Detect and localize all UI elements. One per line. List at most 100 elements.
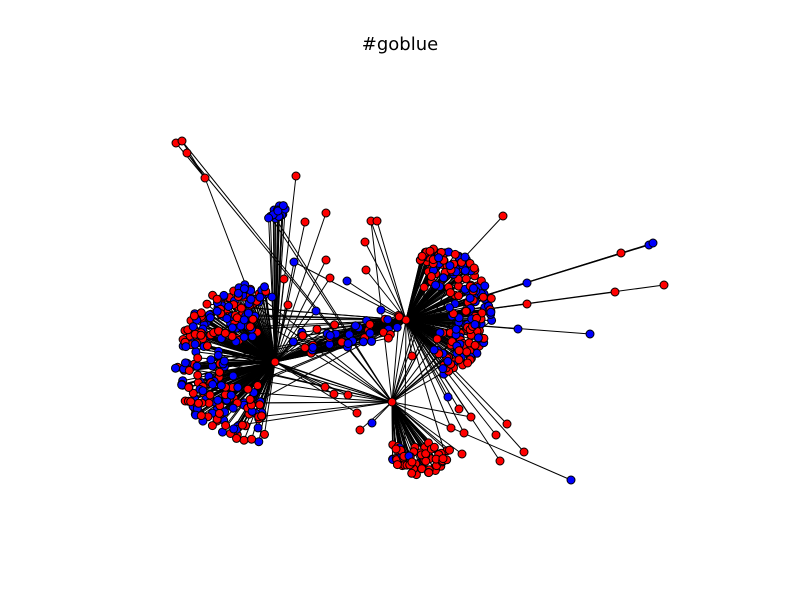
graph-edge [272, 214, 276, 363]
graph-node-red [360, 237, 370, 247]
graph-edge [405, 317, 477, 321]
graph-node-red [253, 381, 263, 390]
graph-node-blue [208, 380, 218, 389]
graph-node-red [196, 411, 206, 421]
graph-node-red [221, 421, 231, 430]
graph-edge [274, 316, 400, 363]
graph-node-red [245, 322, 255, 332]
graph-node-red [438, 454, 448, 464]
graph-node-blue [429, 345, 439, 355]
graph-node-blue [180, 358, 190, 368]
graph-node-blue [367, 418, 377, 428]
graph-node-red [352, 408, 362, 418]
graph-node-red [454, 346, 464, 356]
graph-node-red [212, 294, 222, 304]
graph-node-blue [566, 475, 576, 485]
graph-node-red [522, 299, 532, 309]
graph-node-blue [460, 252, 470, 262]
graph-node-red [215, 367, 224, 377]
graph-node-blue [224, 302, 234, 311]
graph-node-red [361, 265, 371, 275]
graph-node-blue [342, 276, 352, 286]
graph-edge [364, 241, 407, 321]
graph-edge [269, 216, 393, 403]
graph-node-red [424, 468, 434, 478]
graph-node-red [257, 411, 267, 421]
graph-node-blue [239, 332, 249, 342]
graph-node-red [291, 171, 301, 181]
graph-node-blue [325, 331, 335, 340]
graph-node-red [255, 400, 265, 410]
graph-edge [405, 256, 429, 321]
graph-node-red [321, 255, 331, 265]
graph-node-blue [308, 342, 318, 352]
graph-edge [405, 256, 423, 321]
graph-node-blue [181, 342, 191, 352]
graph-node-red [419, 282, 429, 292]
graph-node-red [459, 428, 469, 438]
graph-edge [405, 319, 497, 436]
graph-node-blue [190, 339, 200, 349]
graph-edge [370, 220, 407, 321]
graph-node-red [387, 397, 397, 407]
graph-node-red [421, 456, 431, 466]
graph-node-red [462, 347, 472, 357]
graph-node-red [177, 136, 187, 146]
graph-node-red [270, 357, 280, 367]
graph-edge [405, 319, 591, 335]
graph-edge [405, 272, 446, 321]
graph-edge [293, 261, 407, 321]
graph-node-red [454, 291, 464, 301]
graph-node-red [454, 404, 464, 414]
graph-node-red [188, 388, 198, 398]
graph-node-blue [222, 314, 232, 323]
graph-edge [391, 401, 572, 481]
graph-node-blue [451, 324, 461, 334]
graph-node-red [321, 208, 331, 218]
graph-node-blue [513, 324, 523, 334]
node-layer [171, 136, 669, 485]
graph-node-red [457, 449, 467, 459]
graph-node-blue [311, 306, 321, 316]
graph-node-blue [247, 332, 257, 342]
graph-node-blue [443, 356, 453, 366]
graph-node-blue [219, 290, 229, 300]
graph-edge [272, 214, 393, 403]
graph-node-red [184, 366, 194, 375]
graph-node-red [207, 421, 217, 431]
graph-edge [391, 319, 407, 403]
graph-node-red [659, 280, 669, 290]
graph-node-red [236, 303, 246, 313]
graph-node-red [466, 412, 476, 422]
graph-node-red [463, 358, 473, 368]
graph-node-blue [198, 386, 208, 396]
graph-node-red [279, 274, 289, 284]
graph-edge [391, 401, 450, 451]
graph-node-red [616, 248, 626, 258]
graph-node-red [446, 423, 456, 433]
graph-node-red [300, 343, 310, 353]
graph-node-red [193, 353, 203, 363]
graph-node-red [189, 311, 199, 321]
graph-node-red [300, 217, 310, 227]
graph-node-red [312, 324, 322, 334]
graph-edge [359, 401, 393, 431]
graph-edge [274, 205, 284, 363]
graph-node-red [372, 216, 382, 226]
graph-node-blue [188, 322, 198, 332]
graph-node-blue [365, 328, 375, 338]
graph-node-red [491, 430, 501, 440]
graph-node-blue [367, 336, 377, 346]
graph-node-blue [351, 321, 360, 331]
graph-edge [203, 346, 393, 403]
graph-node-red [283, 300, 293, 310]
graph-node-red [320, 382, 330, 392]
graph-node-red [478, 292, 488, 302]
graph-node-red [486, 293, 496, 303]
graph-node-blue [246, 294, 256, 304]
graph-node-red [470, 340, 480, 350]
graph-edge [202, 338, 393, 403]
graph-node-blue [470, 320, 480, 329]
graph-edge [274, 259, 327, 363]
graph-node-red [394, 312, 404, 322]
